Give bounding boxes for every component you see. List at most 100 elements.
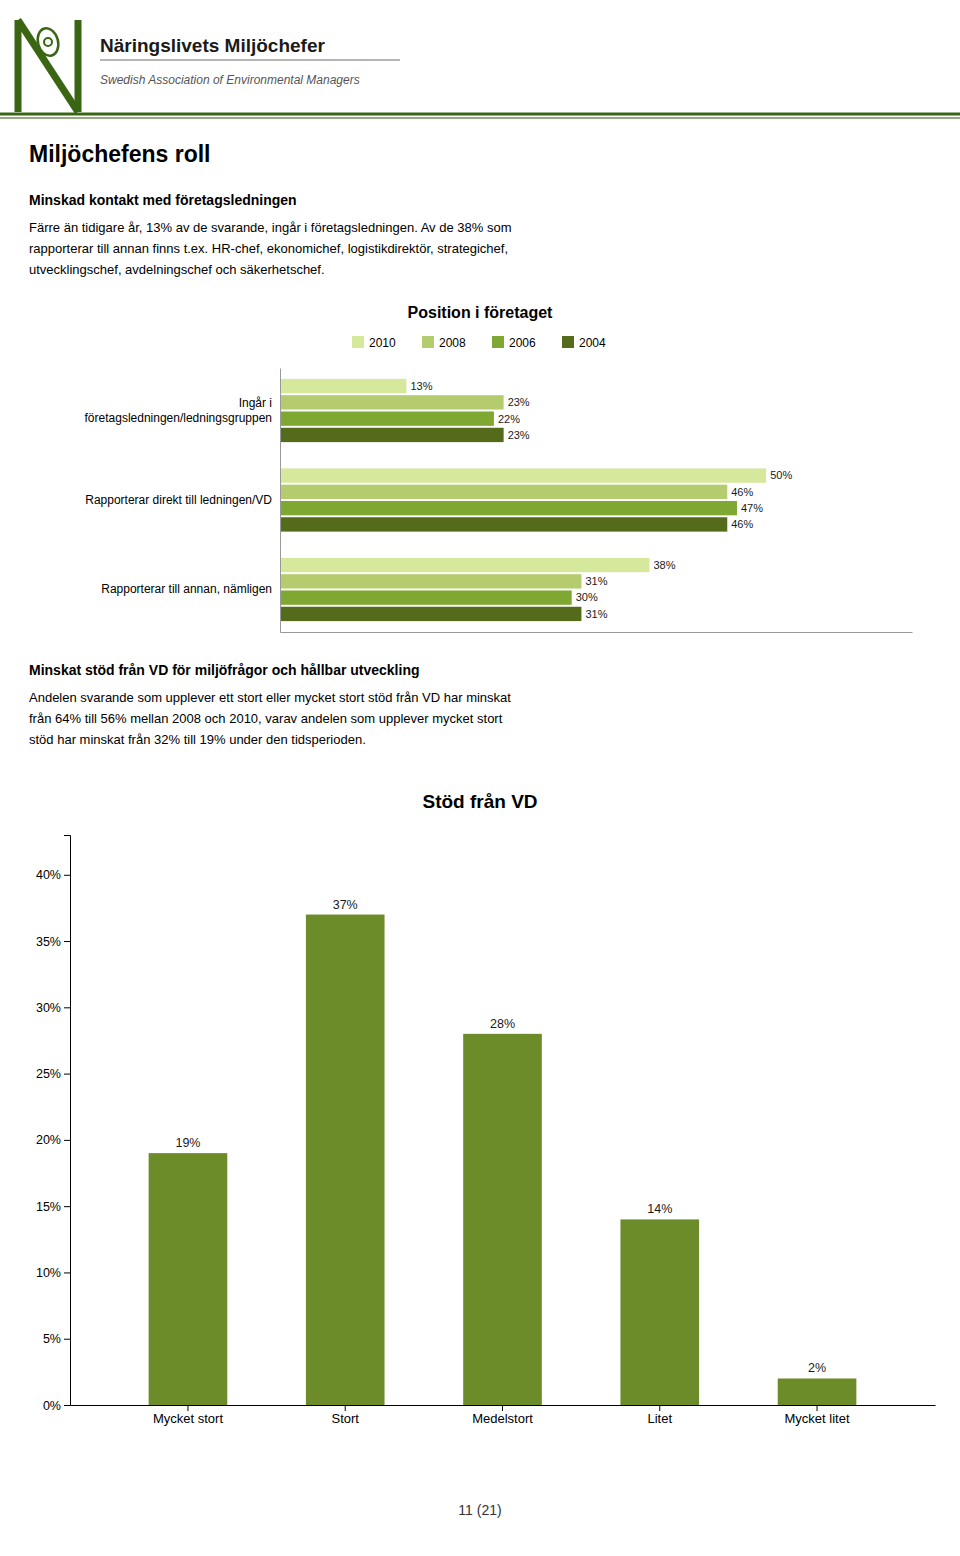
axis-line [280,369,281,633]
tick-label: Rapporterar till annan, nämligen [101,582,272,596]
data-label: 46% [731,486,753,498]
legend-swatch [422,336,434,348]
chart-title: Position i företaget [408,304,554,321]
tick-label: Mycket stort [153,1411,223,1426]
tick-mark [187,1405,188,1411]
tick-label: Stort [331,1411,359,1426]
y-axis: 0%5%10%15%20%25%30%35%40% [36,836,71,1413]
data-labels: 13%50%38%23%46%31%22%47%30%23%46%31% [410,380,792,620]
tick: 35% [36,935,70,949]
header: Näringslivets MiljöcheferSwedish Associa… [0,20,960,118]
tick: 20% [36,1133,70,1147]
legend-swatch [492,336,504,348]
x-axis: Mycket stort Stort Medelstort Litet Mycket l… [71,1405,936,1426]
data-label: 30% [576,591,598,603]
section-heading: Minskat stöd från VD för miljöfrågor och… [29,662,420,678]
bar [280,395,504,409]
logo-stroke [75,20,82,112]
section-line: rapporterar till annan finns t.ex. HR-ch… [29,241,508,256]
logo-stroke [18,20,78,112]
bar [280,590,572,604]
tick-label: Medelstort [472,1411,533,1426]
tick-mark [345,1405,346,1411]
tick-mark [64,1206,70,1207]
tick: 30% [36,1001,70,1015]
section-line: stöd har minskat från 32% till 19% under… [29,732,366,747]
tick-mark [64,941,70,942]
legend-label: 2004 [579,336,606,350]
axis-line [64,836,71,1406]
tick: 25% [36,1067,70,1081]
data-label: 37% [333,898,358,912]
legend-swatch [352,336,364,348]
data-label: 50% [770,469,792,481]
bar [280,517,727,531]
bar [778,1378,857,1405]
section-heading: Minskad kontakt med företagsledningen [29,192,297,208]
data-label: 22% [498,413,520,425]
text-section: Minskat stöd från VD för miljöfrågor och… [29,662,511,747]
chart: Position i företaget201020082006200413%5… [85,304,913,633]
x-axis [281,632,913,633]
tick-label: Litet [647,1411,672,1426]
data-labels: 19%37%28%14%2% [175,898,826,1376]
tick: Litet [647,1405,672,1426]
page: Näringslivets MiljöcheferSwedish Associa… [0,0,960,1556]
logo-stroke [15,20,22,112]
data-label: 2% [808,1361,826,1375]
header-separator [0,117,960,119]
bar [280,379,406,393]
bar [280,468,766,482]
data-label: 23% [508,429,530,441]
tick-label: 5% [43,1332,61,1346]
tick: Medelstort [472,1405,533,1426]
section-line: Färre än tidigare år, 13% av de svarande… [29,220,512,235]
text-section: Minskad kontakt med företagsledningen Fär… [29,192,512,277]
tick: Mycket stort [153,1405,223,1426]
legend-item: 2008 [422,336,466,350]
section-line: från 64% till 56% mellan 2008 och 2010, … [29,711,503,726]
data-label: 19% [175,1136,200,1150]
tick-label: Ingår iföretagsledningen/ledningsgruppen [85,396,272,424]
header-underline [100,60,400,61]
bar [280,485,727,499]
tick-mark [64,1339,70,1340]
tick: 5% [43,1332,70,1346]
tick-mark [64,1007,70,1008]
section-line: utvecklingschef, avdelningschef och säke… [29,262,325,277]
section-line: Andelen svarande som upplever ett stort … [29,690,511,705]
bar [280,574,581,588]
tick-label: 0% [43,1399,61,1413]
tick-label: 25% [36,1067,61,1081]
data-label: 31% [585,608,607,620]
tick-label: 20% [36,1133,61,1147]
tick-label: 15% [36,1200,61,1214]
tick: Stort [331,1405,359,1426]
tick-mark [64,1405,70,1406]
tick: 10% [36,1266,70,1280]
data-label: 38% [653,559,675,571]
bar [280,411,494,425]
logo-leaf [35,26,62,58]
header-org: Näringslivets Miljöchefer [100,35,326,56]
tick-mark [64,1140,70,1141]
tick-mark [817,1405,818,1411]
tick-mark [659,1405,660,1411]
tick: Mycket litet [785,1405,850,1426]
legend-item: 2004 [562,336,606,350]
tick: Rapporterar till annan, nämligen [101,582,272,596]
data-label: 23% [508,396,530,408]
legend-swatch [562,336,574,348]
tick: Ingår iföretagsledningen/ledningsgruppen [85,396,272,424]
chart-title: Stöd från VD [422,791,537,812]
legend-item: 2010 [352,336,396,350]
logo [18,20,78,112]
tick: 0% [43,1399,70,1413]
legend-label: 2008 [439,336,466,350]
header-separator [0,113,960,116]
bars [149,915,857,1405]
tick: 15% [36,1200,70,1214]
bar [280,428,504,442]
bar [620,1219,699,1405]
data-label: 13% [410,380,432,392]
